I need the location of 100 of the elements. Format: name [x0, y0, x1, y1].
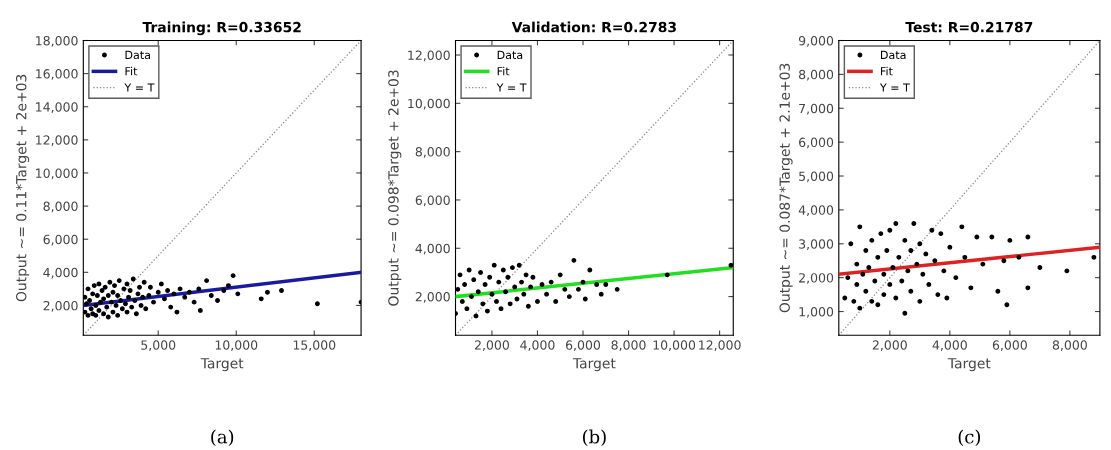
- y-axis-title: Output ~= 0.087*Target + 2.1e+03: [779, 63, 793, 313]
- point: [576, 286, 581, 292]
- point: [471, 277, 477, 283]
- point: [594, 282, 600, 287]
- point: [498, 306, 504, 312]
- y-tick-label: 2,000: [43, 300, 78, 312]
- point: [466, 267, 472, 273]
- point: [473, 313, 479, 319]
- y-tick-label: 8,000: [799, 69, 834, 81]
- point: [566, 294, 572, 300]
- legend-label: Fit: [125, 66, 138, 76]
- x-tick-label: 2,000: [872, 340, 907, 352]
- x-tick-label: 4,000: [932, 340, 967, 352]
- point: [614, 286, 620, 292]
- point: [459, 298, 465, 304]
- x-tick-label: 5,000: [141, 340, 176, 352]
- point: [500, 267, 506, 273]
- y-tick-label: 3,000: [799, 239, 834, 250]
- x-tick-label: 2,000: [474, 340, 509, 352]
- legend-label: Y = T: [879, 83, 910, 92]
- legend-label: Fit: [881, 66, 893, 76]
- point: [457, 272, 463, 278]
- point: [548, 279, 554, 285]
- y-tick-label: 16,000: [36, 69, 78, 80]
- y-axis-title: Output ~= 0.11*Target + 2e+03: [15, 74, 30, 302]
- text: (b): [582, 429, 606, 447]
- point: [487, 274, 493, 280]
- point: [505, 274, 511, 280]
- point: [571, 257, 577, 263]
- point: [489, 291, 495, 297]
- y-tick-label: 2,000: [799, 273, 834, 284]
- point: [535, 298, 540, 304]
- point: [512, 284, 518, 290]
- point: [496, 279, 502, 285]
- chart-title: Training: R=0.33652: [142, 21, 301, 36]
- y-tick-label: 4,000: [43, 267, 78, 279]
- y-tick-label: 2,000: [415, 292, 450, 303]
- point: [557, 272, 563, 278]
- y-tick-label: 6,000: [799, 137, 834, 149]
- y-tick-label: 10,000: [36, 168, 78, 180]
- y-tick-label: 6,000: [43, 234, 78, 246]
- legend-label: Y = T: [496, 83, 527, 92]
- y-tick-label: 1,000: [799, 307, 834, 318]
- point: [514, 296, 520, 302]
- x-tick-label: 12,000: [699, 340, 741, 352]
- point: [582, 296, 588, 302]
- point: [521, 291, 527, 297]
- point: [455, 286, 461, 292]
- point: [664, 272, 670, 278]
- point: [525, 303, 531, 309]
- point: [587, 267, 593, 273]
- point: [519, 279, 524, 285]
- x-tick-label: 8,000: [1052, 340, 1087, 352]
- legend-label: Data: [125, 50, 150, 60]
- point: [480, 301, 486, 307]
- point: [491, 262, 497, 268]
- point: [553, 298, 559, 304]
- x-tick-label: 10,000: [215, 340, 258, 352]
- text: (a): [211, 429, 234, 447]
- x-tick-label: 6,000: [565, 340, 601, 352]
- point: [484, 308, 490, 314]
- point: [523, 272, 529, 278]
- y-tick-label: 6,000: [415, 195, 450, 207]
- chart-title: Test: R=0.21787: [905, 21, 1033, 33]
- point: [528, 284, 534, 290]
- text: (c): [958, 429, 981, 447]
- y-tick-label: 7,000: [799, 103, 834, 115]
- y-tick-label: 9,000: [798, 35, 834, 47]
- point: [580, 279, 586, 285]
- chart-title: Validation: R=0.2783: [511, 21, 676, 33]
- point: [539, 282, 545, 287]
- point: [509, 265, 515, 271]
- point: [544, 291, 550, 297]
- x-tick-label: 15,000: [293, 340, 336, 352]
- point: [478, 270, 483, 275]
- legend-label: Data: [881, 50, 906, 60]
- x-axis-title: Target: [200, 358, 244, 372]
- point: [530, 274, 536, 280]
- legend-label: Data: [497, 50, 523, 60]
- y-tick-label: 4,000: [415, 243, 450, 255]
- y-tick-label: 12,000: [408, 50, 450, 62]
- point: [503, 289, 509, 295]
- point: [482, 282, 488, 287]
- point: [728, 262, 734, 268]
- point: [462, 282, 468, 287]
- legend-label: Fit: [497, 66, 510, 76]
- point: [494, 298, 499, 304]
- y-tick-label: 8,000: [43, 201, 78, 213]
- point: [603, 282, 609, 287]
- point: [469, 294, 474, 300]
- x-tick-label: 4,000: [520, 340, 555, 352]
- x-axis-title: Target: [947, 358, 991, 372]
- point: [475, 289, 481, 295]
- point: [464, 306, 470, 312]
- y-tick-label: 8,000: [415, 147, 450, 158]
- x-axis-title: Target: [572, 358, 616, 372]
- y-tick-label: 10,000: [408, 98, 450, 110]
- y-axis-title: Output ~= 0.098*Target + 2e+03: [388, 70, 402, 306]
- point: [562, 286, 568, 292]
- point: [507, 301, 513, 307]
